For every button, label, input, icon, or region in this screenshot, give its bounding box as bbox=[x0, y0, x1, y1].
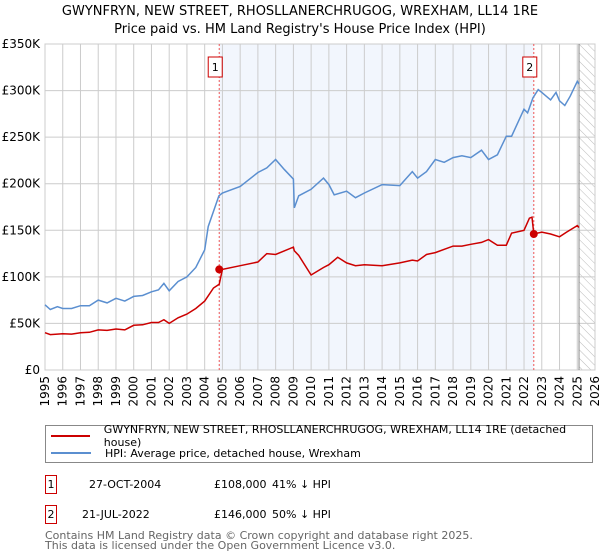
sale-badge: 2 bbox=[45, 505, 57, 524]
legend-swatch-blue bbox=[51, 452, 91, 454]
plot-border bbox=[44, 43, 596, 371]
sale-price: £146,000 bbox=[214, 508, 267, 521]
x-tick-label: 2000 bbox=[127, 376, 141, 407]
y-tick-label: £0 bbox=[25, 363, 40, 377]
sale-label: 1 bbox=[212, 61, 219, 74]
footer: Contains HM Land Registry data © Crown c… bbox=[45, 529, 473, 552]
x-tick-label: 2023 bbox=[535, 376, 549, 407]
x-tick-label: 2014 bbox=[375, 376, 389, 407]
x-tick-label: 2008 bbox=[269, 376, 283, 407]
y-tick-label: £50K bbox=[9, 316, 41, 330]
legend-label: GWYNFRYN, NEW STREET, RHOSLLANERCHRUGOG,… bbox=[103, 423, 567, 449]
legend: GWYNFRYN, NEW STREET, RHOSLLANERCHRUGOG,… bbox=[45, 423, 593, 463]
sale-hpi: 50% ↓ HPI bbox=[272, 508, 331, 521]
x-tick-label: 2020 bbox=[482, 376, 496, 407]
y-tick-label: £350K bbox=[2, 37, 42, 51]
y-tick-label: £200K bbox=[2, 177, 42, 191]
x-tick-label: 2019 bbox=[464, 376, 478, 407]
x-tick-label: 2012 bbox=[340, 376, 354, 407]
price-paid-line bbox=[44, 216, 580, 336]
x-tick-label: 2026 bbox=[588, 376, 600, 407]
chart-title: GWYNFRYN, NEW STREET, RHOSLLANERCHRUGOG,… bbox=[61, 4, 539, 19]
y-tick-label: £300K bbox=[2, 84, 42, 98]
x-tick-label: 2017 bbox=[428, 376, 442, 407]
shaded-period bbox=[219, 44, 534, 370]
x-tick-label: 2007 bbox=[251, 376, 265, 407]
hpi-line bbox=[44, 79, 580, 311]
x-tick-label: 2021 bbox=[499, 376, 513, 407]
x-tick-label: 2010 bbox=[304, 376, 318, 407]
y-tick-label: £100K bbox=[2, 270, 42, 284]
legend-swatch-red bbox=[51, 435, 90, 437]
plot: £0 £50K £100K £150K £200K £250K £300K £350K 1995… bbox=[2, 37, 600, 407]
x-tick-label: 2005 bbox=[215, 376, 229, 407]
x-tick-label: 2025 bbox=[570, 376, 584, 407]
legend-item-hpi: HPI: Average price, detached house, Wrex… bbox=[46, 444, 361, 462]
y-tick-label: £250K bbox=[2, 130, 42, 144]
sale-label-box bbox=[522, 56, 538, 78]
sale-point bbox=[215, 265, 224, 274]
x-tick-label: 2004 bbox=[198, 376, 212, 407]
sale-badge: 1 bbox=[45, 475, 57, 494]
footer-line: This data is licensed under the Open Gov… bbox=[45, 539, 396, 552]
x-tick-label: 2018 bbox=[446, 376, 460, 407]
sale-label-box bbox=[207, 56, 223, 78]
x-tick-label: 2006 bbox=[233, 376, 247, 407]
sale-point bbox=[529, 230, 538, 239]
x-tick-label: 2024 bbox=[553, 376, 567, 407]
x-tick-label: 1999 bbox=[109, 376, 123, 407]
sale-date: 21-JUL-2022 bbox=[82, 508, 150, 521]
x-tick-label: 1997 bbox=[73, 376, 87, 407]
footer-line: Contains HM Land Registry data © Crown c… bbox=[45, 529, 473, 542]
forecast-hatch bbox=[579, 44, 595, 370]
x-tick-label: 2009 bbox=[286, 376, 300, 407]
x-tick-label: 2003 bbox=[180, 376, 194, 407]
x-tick-label: 1996 bbox=[56, 376, 70, 407]
sale-date: 27-OCT-2004 bbox=[89, 478, 162, 491]
chart-subtitle: Price paid vs. HM Land Registry's House … bbox=[114, 22, 486, 37]
sale-label: 2 bbox=[526, 61, 533, 74]
x-tick-label: 2022 bbox=[517, 376, 531, 407]
sale-hpi: 41% ↓ HPI bbox=[272, 478, 331, 491]
sale-price: £108,000 bbox=[214, 478, 267, 491]
x-tick-label: 2002 bbox=[162, 376, 176, 407]
x-tick-label: 2011 bbox=[322, 376, 336, 407]
legend-label: HPI: Average price, detached house, Wrex… bbox=[105, 446, 361, 460]
legend-item-property: GWYNFRYN, NEW STREET, RHOSLLANERCHRUGOG,… bbox=[46, 423, 592, 449]
y-tick-label: £150K bbox=[2, 223, 42, 237]
x-tick-label: 2001 bbox=[144, 376, 158, 407]
x-tick-label: 1995 bbox=[38, 376, 52, 407]
x-tick-label: 2013 bbox=[357, 376, 371, 407]
x-tick-label: 2016 bbox=[411, 376, 425, 407]
x-tick-label: 1998 bbox=[91, 376, 105, 407]
x-tick-label: 2015 bbox=[393, 376, 407, 407]
